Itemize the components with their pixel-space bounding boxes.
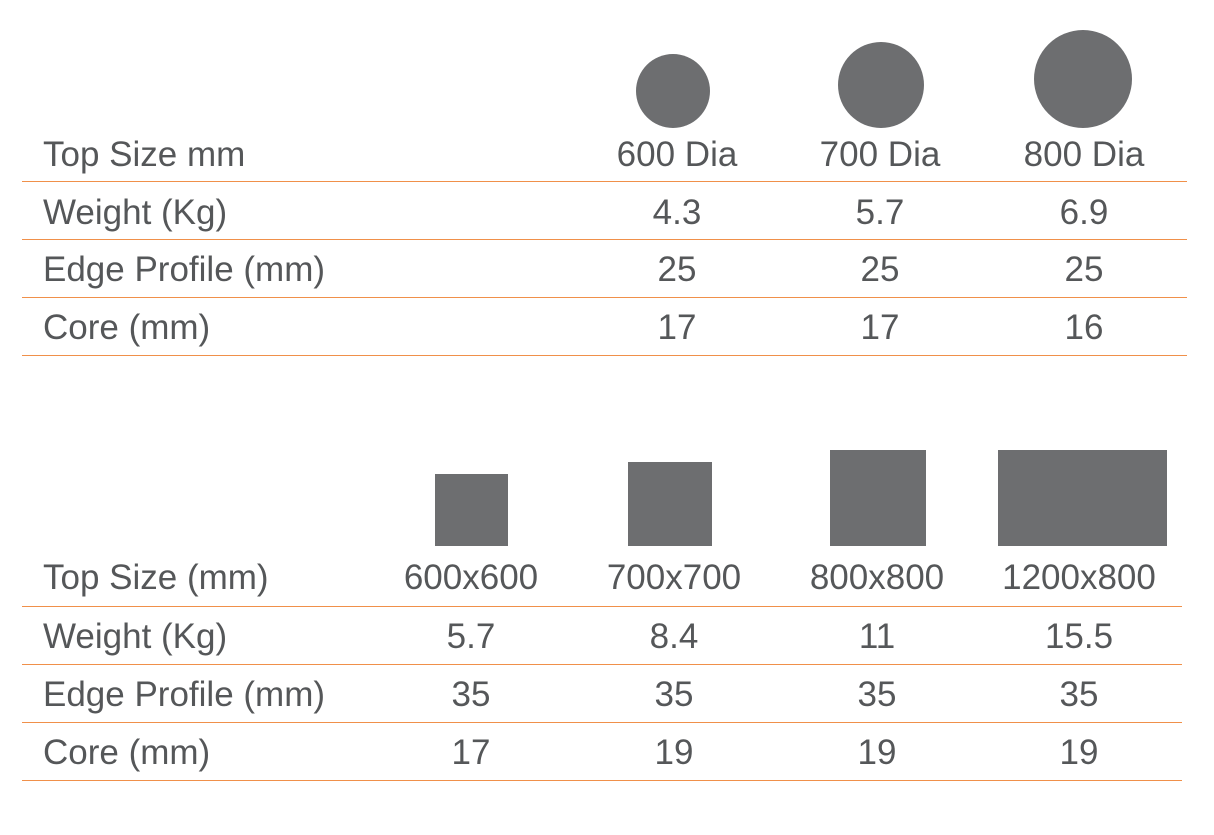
row-divider: [22, 780, 1182, 781]
row-divider: [22, 606, 1182, 607]
rect-core-600: 17: [451, 733, 491, 772]
round-top-600-icon: [636, 54, 710, 128]
rect-weight-800: 11: [858, 617, 896, 656]
row-divider: [22, 181, 1187, 182]
row-divider: [22, 355, 1187, 356]
round-core-800: 16: [1064, 308, 1104, 347]
round-weight-label: Weight (Kg): [43, 193, 228, 232]
row-divider: [22, 297, 1187, 298]
round-core-700: 17: [860, 308, 900, 347]
row-divider: [22, 664, 1182, 665]
rect-weight-700: 8.4: [649, 617, 699, 656]
rect-core-700: 19: [654, 733, 694, 772]
round-core-label: Core (mm): [43, 308, 211, 347]
rect-size-800: 800x800: [809, 558, 945, 597]
square-top-600-icon: [435, 474, 508, 546]
rect-edge-700: 35: [654, 675, 694, 714]
rect-core-800: 19: [857, 733, 897, 772]
square-top-700-icon: [628, 462, 712, 546]
rect-tops-table: Top Size (mm) 600x600 700x700 800x800 12…: [22, 0, 1182, 800]
rect-size-1200: 1200x800: [1002, 558, 1156, 597]
round-core-600: 17: [657, 308, 697, 347]
rect-weight-1200: 15.5: [1044, 617, 1114, 656]
rect-header-label: Top Size (mm): [43, 558, 269, 597]
square-top-800-icon: [830, 450, 926, 546]
round-weight-700: 5.7: [855, 193, 905, 232]
rect-edge-600: 35: [451, 675, 491, 714]
round-header-label: Top Size mm: [43, 135, 246, 174]
rect-core-1200: 19: [1059, 733, 1099, 772]
round-size-600: 600 Dia: [616, 135, 738, 174]
row-divider: [22, 239, 1187, 240]
rect-edge-label: Edge Profile (mm): [43, 675, 326, 714]
rect-edge-1200: 35: [1059, 675, 1099, 714]
rect-weight-label: Weight (Kg): [43, 617, 228, 656]
round-top-700-icon: [838, 42, 924, 128]
round-weight-600: 4.3: [652, 193, 702, 232]
rect-core-label: Core (mm): [43, 733, 211, 772]
row-divider: [22, 722, 1182, 723]
rect-top-1200-icon: [998, 450, 1167, 546]
round-top-800-icon: [1034, 30, 1132, 128]
round-size-700: 700 Dia: [819, 135, 941, 174]
rect-edge-800: 35: [857, 675, 897, 714]
round-edge-700: 25: [860, 250, 900, 289]
round-size-800: 800 Dia: [1023, 135, 1145, 174]
rect-size-600: 600x600: [403, 558, 539, 597]
round-weight-800: 6.9: [1059, 193, 1109, 232]
rect-weight-600: 5.7: [446, 617, 496, 656]
round-tops-table: Top Size mm 600 Dia 700 Dia 800 Dia Weig…: [22, 0, 1187, 370]
rect-size-700: 700x700: [606, 558, 742, 597]
round-edge-600: 25: [657, 250, 697, 289]
round-edge-800: 25: [1064, 250, 1104, 289]
round-edge-label: Edge Profile (mm): [43, 250, 326, 289]
